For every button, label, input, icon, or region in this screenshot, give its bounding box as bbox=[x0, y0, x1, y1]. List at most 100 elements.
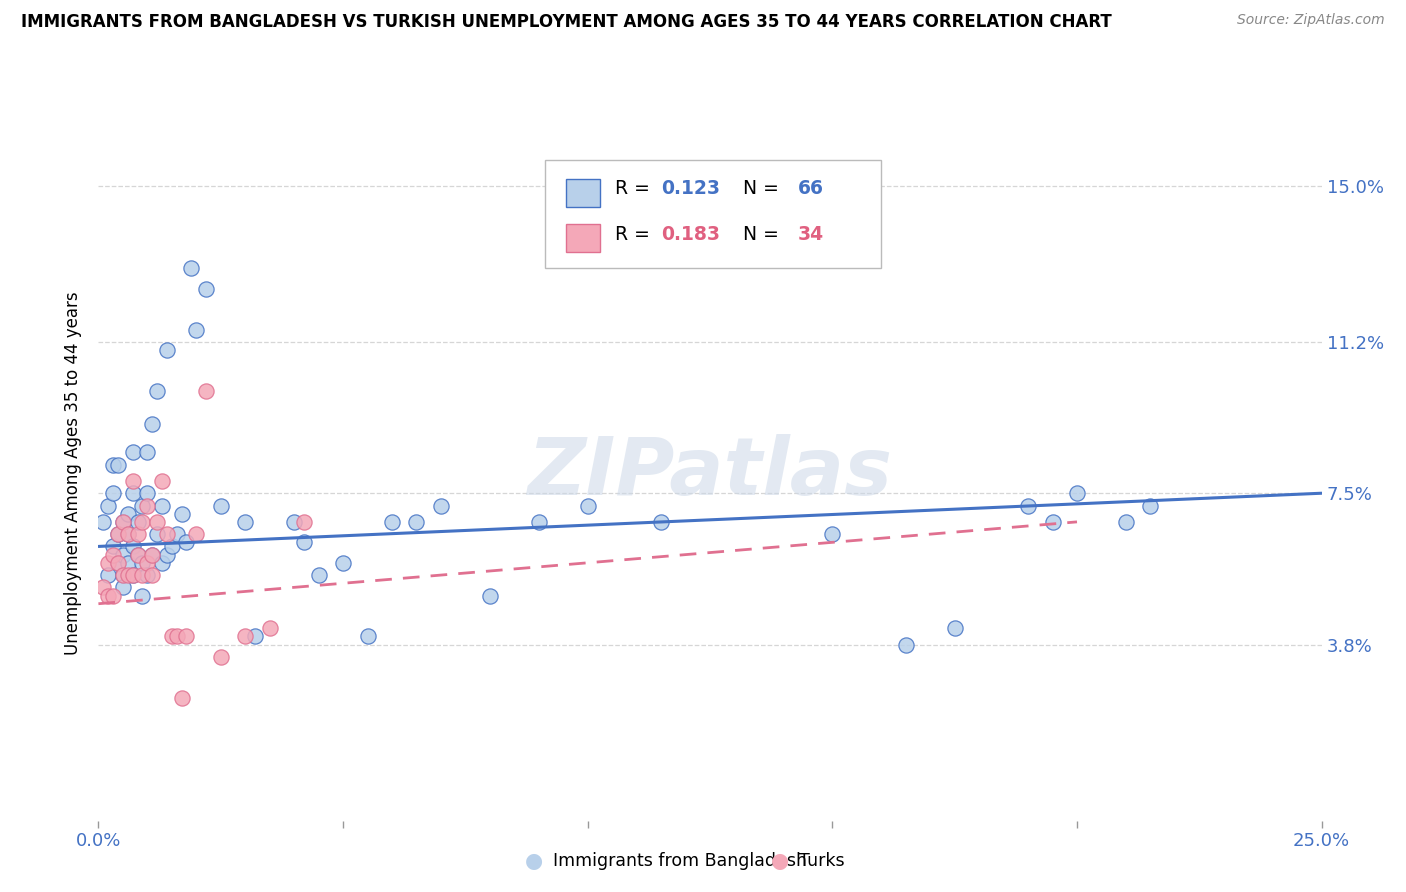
Text: R =: R = bbox=[614, 179, 655, 198]
Point bbox=[101, 486, 124, 500]
Point bbox=[166, 527, 188, 541]
Point bbox=[176, 630, 198, 644]
Point bbox=[101, 589, 124, 603]
Point bbox=[97, 568, 120, 582]
Point bbox=[117, 568, 139, 582]
Point bbox=[91, 515, 114, 529]
Point bbox=[166, 630, 188, 644]
Point bbox=[150, 499, 173, 513]
Point bbox=[141, 568, 163, 582]
Point bbox=[127, 548, 149, 562]
Point bbox=[160, 630, 183, 644]
Point bbox=[101, 458, 124, 472]
Point bbox=[141, 548, 163, 562]
Text: ZIPatlas: ZIPatlas bbox=[527, 434, 893, 512]
Point bbox=[107, 458, 129, 472]
Text: ●: ● bbox=[526, 851, 543, 871]
Point bbox=[131, 568, 153, 582]
Point bbox=[292, 535, 315, 549]
Point bbox=[1066, 486, 1088, 500]
Point bbox=[111, 580, 134, 594]
Point bbox=[650, 515, 672, 529]
Point bbox=[943, 621, 966, 635]
FancyBboxPatch shape bbox=[546, 160, 882, 268]
Point bbox=[146, 527, 169, 541]
Point bbox=[894, 638, 917, 652]
Point bbox=[127, 548, 149, 562]
Point bbox=[136, 568, 159, 582]
Point bbox=[117, 527, 139, 541]
Text: N =: N = bbox=[742, 226, 785, 244]
Point bbox=[146, 515, 169, 529]
Point bbox=[136, 499, 159, 513]
Point bbox=[91, 580, 114, 594]
Point bbox=[209, 649, 232, 664]
Point bbox=[117, 527, 139, 541]
Point bbox=[1139, 499, 1161, 513]
Point bbox=[332, 556, 354, 570]
Point bbox=[127, 527, 149, 541]
Point bbox=[1115, 515, 1137, 529]
Point bbox=[356, 630, 378, 644]
Point bbox=[111, 515, 134, 529]
Point bbox=[156, 548, 179, 562]
Point bbox=[430, 499, 453, 513]
Point bbox=[131, 589, 153, 603]
Point bbox=[97, 556, 120, 570]
Point bbox=[101, 540, 124, 554]
Point bbox=[150, 556, 173, 570]
Point bbox=[121, 474, 143, 488]
Point bbox=[308, 568, 330, 582]
Point bbox=[141, 548, 163, 562]
Text: R =: R = bbox=[614, 226, 655, 244]
Point bbox=[111, 568, 134, 582]
Point bbox=[1042, 515, 1064, 529]
Point bbox=[136, 556, 159, 570]
Point bbox=[233, 630, 256, 644]
Point bbox=[121, 486, 143, 500]
Bar bbox=[565, 224, 600, 252]
Point bbox=[150, 474, 173, 488]
Point bbox=[180, 261, 202, 276]
Point bbox=[107, 556, 129, 570]
Text: 66: 66 bbox=[799, 179, 824, 198]
Point bbox=[101, 548, 124, 562]
Point bbox=[131, 499, 153, 513]
Text: Immigrants from Bangladesh: Immigrants from Bangladesh bbox=[553, 852, 807, 870]
Point bbox=[131, 556, 153, 570]
Point bbox=[209, 499, 232, 513]
Point bbox=[1017, 499, 1039, 513]
Text: IMMIGRANTS FROM BANGLADESH VS TURKISH UNEMPLOYMENT AMONG AGES 35 TO 44 YEARS COR: IMMIGRANTS FROM BANGLADESH VS TURKISH UN… bbox=[21, 13, 1112, 31]
Point bbox=[121, 568, 143, 582]
Point bbox=[233, 515, 256, 529]
Point bbox=[156, 343, 179, 357]
Point bbox=[576, 499, 599, 513]
Point bbox=[243, 630, 266, 644]
Text: 0.183: 0.183 bbox=[661, 226, 720, 244]
Point bbox=[117, 507, 139, 521]
Point bbox=[121, 568, 143, 582]
Point bbox=[136, 486, 159, 500]
Bar bbox=[565, 178, 600, 207]
Point bbox=[381, 515, 404, 529]
Point bbox=[527, 515, 550, 529]
Point bbox=[283, 515, 305, 529]
Point bbox=[292, 515, 315, 529]
Text: ●: ● bbox=[772, 851, 789, 871]
Text: Source: ZipAtlas.com: Source: ZipAtlas.com bbox=[1237, 13, 1385, 28]
Text: 34: 34 bbox=[799, 226, 824, 244]
Point bbox=[127, 515, 149, 529]
Point bbox=[259, 621, 281, 635]
Point bbox=[195, 384, 218, 398]
Point bbox=[97, 499, 120, 513]
Point bbox=[821, 527, 844, 541]
Point bbox=[170, 507, 193, 521]
Point bbox=[107, 527, 129, 541]
Point bbox=[111, 515, 134, 529]
Point bbox=[111, 568, 134, 582]
Y-axis label: Unemployment Among Ages 35 to 44 years: Unemployment Among Ages 35 to 44 years bbox=[65, 291, 83, 655]
Point bbox=[107, 556, 129, 570]
Point bbox=[478, 589, 501, 603]
Point bbox=[121, 445, 143, 459]
Point bbox=[170, 690, 193, 705]
